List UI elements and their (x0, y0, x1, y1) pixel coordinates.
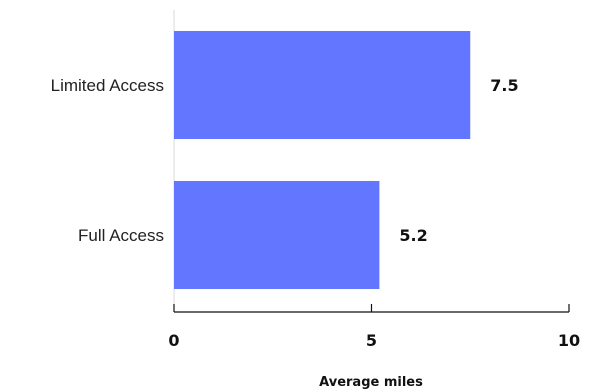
bar-full-access (174, 181, 380, 289)
category-label-full-access: Full Access (78, 226, 164, 245)
value-label-full-access: 5.2 (399, 226, 427, 245)
bar-limited-access (174, 31, 471, 139)
category-label-limited-access: Limited Access (51, 76, 164, 95)
x-tick-label: 5 (366, 331, 377, 350)
x-tick-label: 10 (558, 331, 580, 350)
x-tick-label: 0 (168, 331, 179, 350)
value-label-limited-access: 7.5 (490, 76, 518, 95)
x-axis-title: Average miles (319, 375, 423, 390)
